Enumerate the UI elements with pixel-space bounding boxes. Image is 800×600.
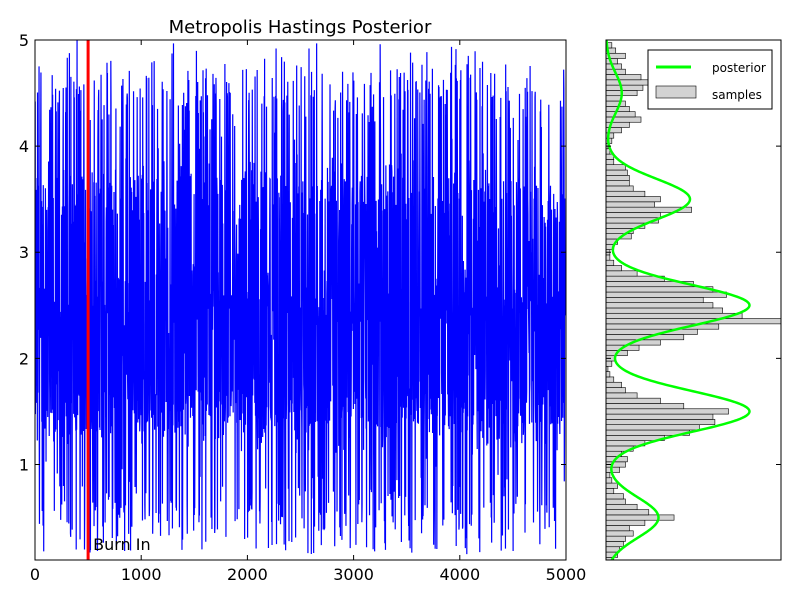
histogram-bar bbox=[606, 302, 714, 309]
y-tick-label: 1 bbox=[19, 455, 29, 474]
histogram-bar bbox=[606, 100, 626, 107]
histogram-bar bbox=[606, 254, 611, 261]
histogram-bar bbox=[606, 535, 626, 542]
legend: posterior samples bbox=[647, 49, 773, 110]
histogram-bar bbox=[606, 169, 628, 176]
histogram-bar bbox=[606, 185, 634, 192]
histogram-y-ticks bbox=[606, 39, 781, 465]
y-tick-label: 4 bbox=[19, 137, 29, 156]
histogram-bar bbox=[606, 419, 716, 425]
legend-samples-label: samples bbox=[712, 88, 762, 102]
histogram-bar bbox=[606, 212, 661, 219]
histogram-bar bbox=[606, 164, 626, 171]
histogram-bar bbox=[606, 318, 781, 325]
chart-title: Metropolis Hastings Posterior bbox=[169, 17, 432, 38]
histogram-bar bbox=[606, 180, 630, 187]
histogram-bar bbox=[606, 328, 698, 335]
histogram-bar bbox=[606, 472, 611, 479]
histogram-bar bbox=[606, 270, 638, 277]
histogram-bar bbox=[606, 392, 638, 399]
histogram-bar bbox=[606, 482, 618, 489]
histogram-bar bbox=[606, 397, 661, 404]
histogram-bar bbox=[606, 477, 613, 484]
legend-samples-swatch bbox=[655, 85, 697, 99]
burn-in-label: Burn In bbox=[93, 535, 151, 554]
histogram-bar bbox=[606, 175, 630, 181]
y-tick-label: 2 bbox=[19, 349, 29, 368]
legend-box bbox=[647, 49, 773, 110]
histogram-bar bbox=[606, 201, 655, 208]
histogram-bar bbox=[606, 286, 714, 293]
x-tick-label: 0 bbox=[30, 565, 40, 584]
histogram-bar bbox=[606, 297, 704, 303]
y-tick-label: 5 bbox=[19, 31, 29, 50]
histogram-bar bbox=[606, 79, 653, 86]
trace-series bbox=[35, 40, 566, 555]
histogram-bar bbox=[606, 424, 700, 431]
histogram-bar bbox=[606, 488, 615, 494]
burn-in-layer: Burn In bbox=[86, 40, 151, 560]
histogram-bar bbox=[606, 514, 675, 521]
histogram-bar bbox=[606, 196, 661, 203]
histogram-plot: posterior samples bbox=[605, 39, 782, 561]
trace-line-layer bbox=[35, 40, 566, 555]
histogram-bars bbox=[606, 42, 781, 560]
histogram-bar bbox=[606, 190, 646, 197]
posterior-curve bbox=[606, 40, 751, 560]
histogram-bar bbox=[606, 498, 626, 505]
histogram-bar bbox=[606, 291, 727, 298]
histogram-bar bbox=[606, 381, 622, 388]
histogram-bar bbox=[606, 509, 650, 516]
x-axis: 0 1000 2000 3000 4000 5000 bbox=[30, 40, 586, 584]
x-tick-label: 3000 bbox=[333, 565, 374, 584]
posterior-curve-layer bbox=[606, 40, 751, 560]
histogram-bar bbox=[606, 159, 615, 165]
x-tick-label: 4000 bbox=[439, 565, 480, 584]
histogram-bar bbox=[606, 84, 644, 91]
histogram-bar bbox=[606, 503, 638, 510]
legend-posterior-label: posterior bbox=[712, 61, 766, 75]
histogram-frame bbox=[605, 39, 782, 561]
y-tick-label: 3 bbox=[19, 243, 29, 262]
histogram-bar bbox=[606, 111, 636, 118]
histogram-bar bbox=[606, 95, 622, 102]
x-tick-label: 5000 bbox=[546, 565, 587, 584]
histogram-bar bbox=[606, 371, 611, 378]
histogram-bar bbox=[606, 42, 613, 49]
x-tick-label: 1000 bbox=[121, 565, 162, 584]
plot-frame bbox=[34, 39, 567, 561]
histogram-bar bbox=[606, 387, 626, 394]
trace-plot: Metropolis Hastings Posterior Burn In 0 1… bbox=[19, 17, 587, 584]
histogram-bar bbox=[606, 307, 723, 314]
histogram-bar bbox=[606, 408, 729, 415]
histogram-bar bbox=[606, 74, 642, 81]
histogram-bar bbox=[606, 541, 624, 548]
histogram-bar bbox=[606, 530, 634, 537]
histogram-bar bbox=[606, 360, 613, 367]
histogram-bar bbox=[606, 403, 685, 410]
histogram-bar bbox=[606, 493, 624, 500]
histogram-bar bbox=[606, 265, 622, 272]
histogram-bar bbox=[606, 519, 646, 526]
histogram-bar bbox=[606, 376, 615, 383]
histogram-bar bbox=[606, 413, 714, 420]
x-tick-label: 2000 bbox=[227, 565, 268, 584]
histogram-bar bbox=[606, 259, 615, 266]
histogram-bar bbox=[606, 525, 630, 532]
y-axis: 1 2 3 4 5 bbox=[19, 31, 566, 474]
